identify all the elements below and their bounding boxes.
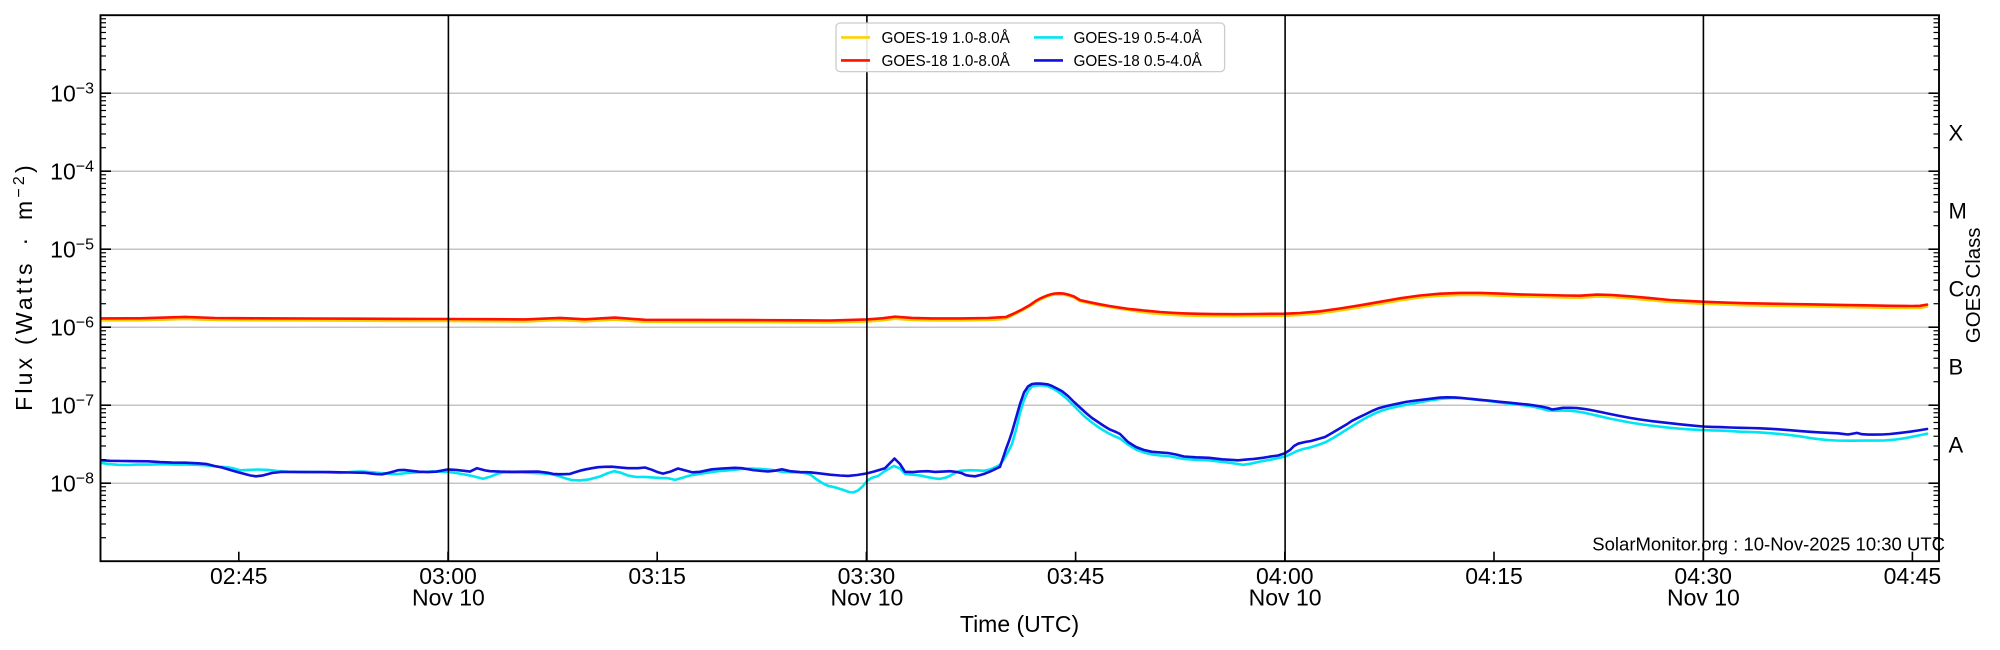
svg-text:Flux (Watts · m−2): Flux (Watts · m−2) (11, 162, 37, 411)
svg-text:03:45: 03:45 (1047, 563, 1105, 589)
svg-text:B: B (1949, 355, 1964, 380)
svg-text:X: X (1949, 121, 1964, 146)
svg-text:10−3: 10−3 (50, 81, 94, 107)
svg-text:Time (UTC): Time (UTC) (960, 611, 1079, 637)
svg-text:Nov 10: Nov 10 (830, 585, 903, 611)
svg-text:GOES-19 1.0-8.0Å: GOES-19 1.0-8.0Å (882, 30, 1011, 47)
svg-text:GOES-19 0.5-4.0Å: GOES-19 0.5-4.0Å (1074, 30, 1203, 47)
svg-text:C: C (1949, 277, 1965, 302)
svg-text:03:00: 03:00 (419, 563, 477, 589)
svg-text:04:30: 04:30 (1674, 563, 1732, 589)
svg-text:SolarMonitor.org : 10-Nov-2025: SolarMonitor.org : 10-Nov-2025 10:30 UTC (1592, 534, 1945, 555)
svg-text:Nov 10: Nov 10 (412, 585, 485, 611)
svg-text:A: A (1949, 433, 1964, 458)
svg-text:GOES Class: GOES Class (1963, 228, 1985, 344)
svg-text:02:45: 02:45 (210, 563, 268, 589)
svg-text:GOES-18 0.5-4.0Å: GOES-18 0.5-4.0Å (1074, 53, 1203, 70)
svg-text:10−4: 10−4 (50, 159, 94, 185)
svg-text:GOES-18 1.0-8.0Å: GOES-18 1.0-8.0Å (882, 53, 1011, 70)
svg-text:04:15: 04:15 (1465, 563, 1523, 589)
svg-text:M: M (1949, 199, 1967, 224)
svg-text:03:30: 03:30 (838, 563, 896, 589)
svg-text:Nov 10: Nov 10 (1249, 585, 1322, 611)
svg-text:03:15: 03:15 (628, 563, 686, 589)
svg-text:Nov 10: Nov 10 (1667, 585, 1740, 611)
svg-text:04:00: 04:00 (1256, 563, 1314, 589)
svg-text:04:45: 04:45 (1884, 563, 1942, 589)
svg-text:10−6: 10−6 (50, 315, 94, 341)
